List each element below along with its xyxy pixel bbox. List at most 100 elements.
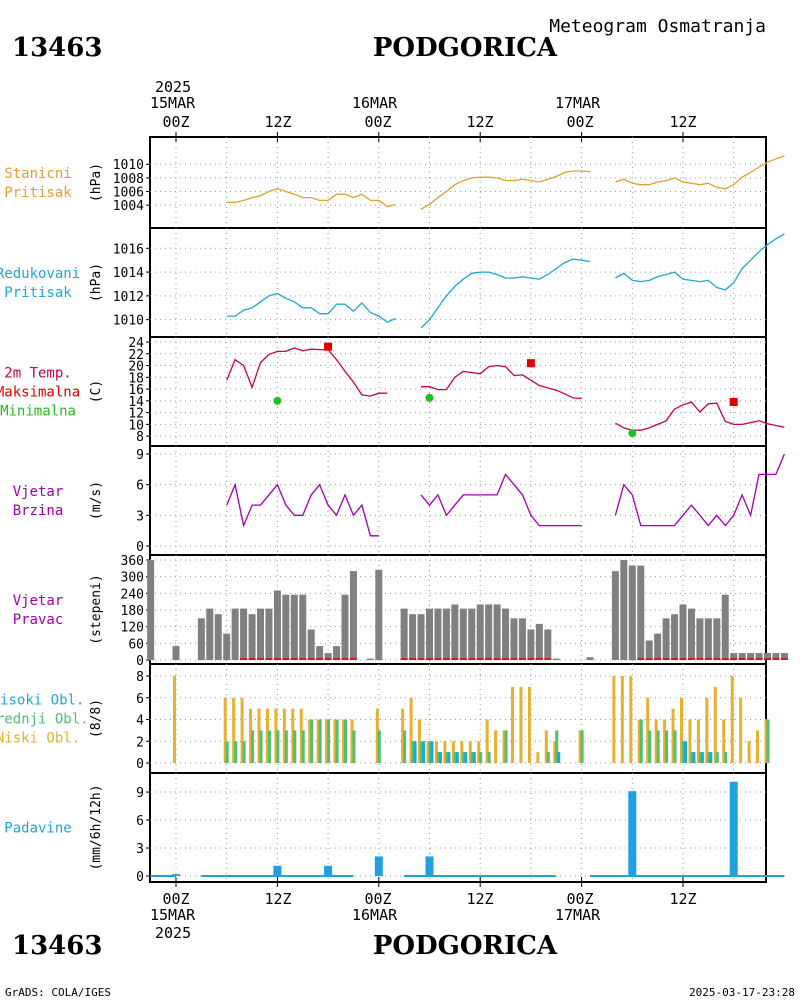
wind-direction-bar	[231, 608, 239, 660]
y-axis-label: (mm/6h/12h)	[89, 784, 104, 870]
cloud-mid-bar	[673, 730, 677, 763]
wind-direction-bar	[552, 658, 560, 660]
wind-direction-bar	[366, 658, 374, 660]
hour-label-top-1: 00Z	[162, 113, 189, 131]
cloud-mid-bar	[766, 719, 770, 763]
wind-direction-bar	[721, 594, 729, 660]
wind-direction-bar	[240, 608, 248, 660]
wind-direction-bar	[400, 608, 408, 660]
cloud-low-bar	[409, 697, 413, 763]
y-tick-label: 6	[136, 479, 144, 494]
cloud-mid-bar	[462, 752, 466, 763]
hour-label-bottom-2: 12Z	[264, 890, 291, 908]
cloud-mid-bar	[344, 719, 347, 763]
cloud-low-bar	[223, 697, 227, 763]
wind-direction-bar	[679, 604, 687, 660]
cloud-low-bar	[663, 719, 667, 763]
cloud-high-bar	[709, 752, 713, 763]
cloud-mid-bar	[639, 719, 643, 763]
cloud-mid-bar	[470, 752, 474, 763]
wind-direction-bar	[434, 608, 442, 660]
cloud-mid-bar	[411, 741, 415, 763]
cloud-low-bar	[375, 708, 379, 763]
precip-bar	[628, 791, 637, 876]
cloud-low-bar	[401, 708, 405, 763]
cloud-low-bar	[646, 697, 650, 763]
y-axis-label: (8/8)	[89, 699, 104, 738]
cloud-low-bar	[696, 719, 700, 763]
wind-direction-bar	[316, 646, 324, 660]
panel-label: Vjetar	[13, 484, 64, 500]
cloud-mid-bar	[648, 730, 652, 763]
cloud-mid-bar	[487, 752, 491, 763]
panel-label: Redukovani	[0, 266, 80, 282]
cloud-low-bar	[494, 730, 498, 763]
cloud-low-bar	[756, 730, 760, 763]
panel-frame	[149, 772, 767, 883]
cloud-mid-bar	[479, 752, 483, 763]
cloud-low-bar	[511, 686, 514, 763]
wind-direction-bar	[333, 646, 341, 660]
wind-direction-bar	[349, 571, 357, 660]
precip-bar	[374, 856, 383, 876]
wind-direction-bar	[671, 614, 679, 660]
wind-direction-bar	[290, 594, 298, 660]
wind-direction-bar	[696, 618, 704, 660]
panel-label: Vjetar	[13, 593, 64, 609]
cloud-low-bar	[443, 741, 447, 763]
panel-label: Padavine	[4, 821, 71, 837]
wind-direction-bar	[299, 594, 307, 660]
y-tick-label: 10	[128, 418, 144, 433]
y-tick-label: 20	[128, 360, 144, 375]
y-tick-label: 0	[136, 540, 144, 555]
precip-bar	[425, 856, 434, 876]
date-label-top-2: 16MAR	[352, 94, 398, 112]
cloud-mid-bar	[546, 752, 550, 763]
y-tick-label: 24	[128, 336, 144, 351]
y-tick-label: 1008	[113, 172, 144, 187]
wind-direction-bar	[713, 618, 721, 660]
cloud-low-bar	[418, 719, 422, 763]
y-tick-label: 6	[136, 814, 144, 829]
series-line	[226, 453, 785, 537]
wind-direction-bar	[645, 640, 653, 660]
y-tick-label: 3	[136, 842, 144, 857]
cloud-low-bar	[578, 730, 582, 763]
tmax-marker	[526, 359, 535, 368]
station-id-bottom: 13463	[12, 931, 102, 961]
cloud-low-bar	[460, 741, 464, 763]
cloud-mid-bar	[301, 730, 305, 763]
wind-direction-bar	[442, 608, 450, 660]
cloud-low-bar	[274, 708, 278, 763]
cloud-low-bar	[173, 676, 176, 763]
meteogram-panels: 1004100610081010(hPa)StanicniPritisak101…	[0, 132, 788, 887]
cloud-mid-bar	[715, 752, 719, 763]
y-tick-label: 1010	[113, 314, 144, 329]
panel-label: Visoki Obl.	[0, 693, 84, 709]
wind-direction-bar	[214, 614, 222, 660]
y-tick-label: 0	[136, 870, 144, 885]
wind-direction-bar	[755, 653, 763, 660]
y-tick-label: 18	[128, 371, 144, 386]
cloud-low-bar	[232, 697, 236, 763]
cloud-low-bar	[747, 741, 751, 763]
footer-timestamp: 2025-03-17-23:28	[689, 986, 795, 999]
y-tick-label: 2	[136, 735, 144, 750]
wind-direction-bar	[375, 569, 383, 660]
panel-label: Maksimalna	[0, 385, 80, 401]
wind-direction-bar	[426, 608, 433, 660]
cloud-low-bar	[612, 676, 616, 763]
cloud-low-bar	[291, 708, 295, 763]
cloud-mid-bar	[724, 752, 728, 763]
panel-label: Srednji Obl.	[0, 712, 89, 728]
cloud-mid-bar	[428, 741, 432, 763]
cloud-mid-bar	[327, 719, 331, 763]
cloud-high-bar	[422, 741, 426, 763]
y-tick-label: 1006	[113, 186, 144, 201]
y-tick-label: 1010	[113, 158, 144, 173]
wind-direction-bar	[265, 608, 273, 660]
panel-label: Stanicni	[4, 166, 71, 182]
